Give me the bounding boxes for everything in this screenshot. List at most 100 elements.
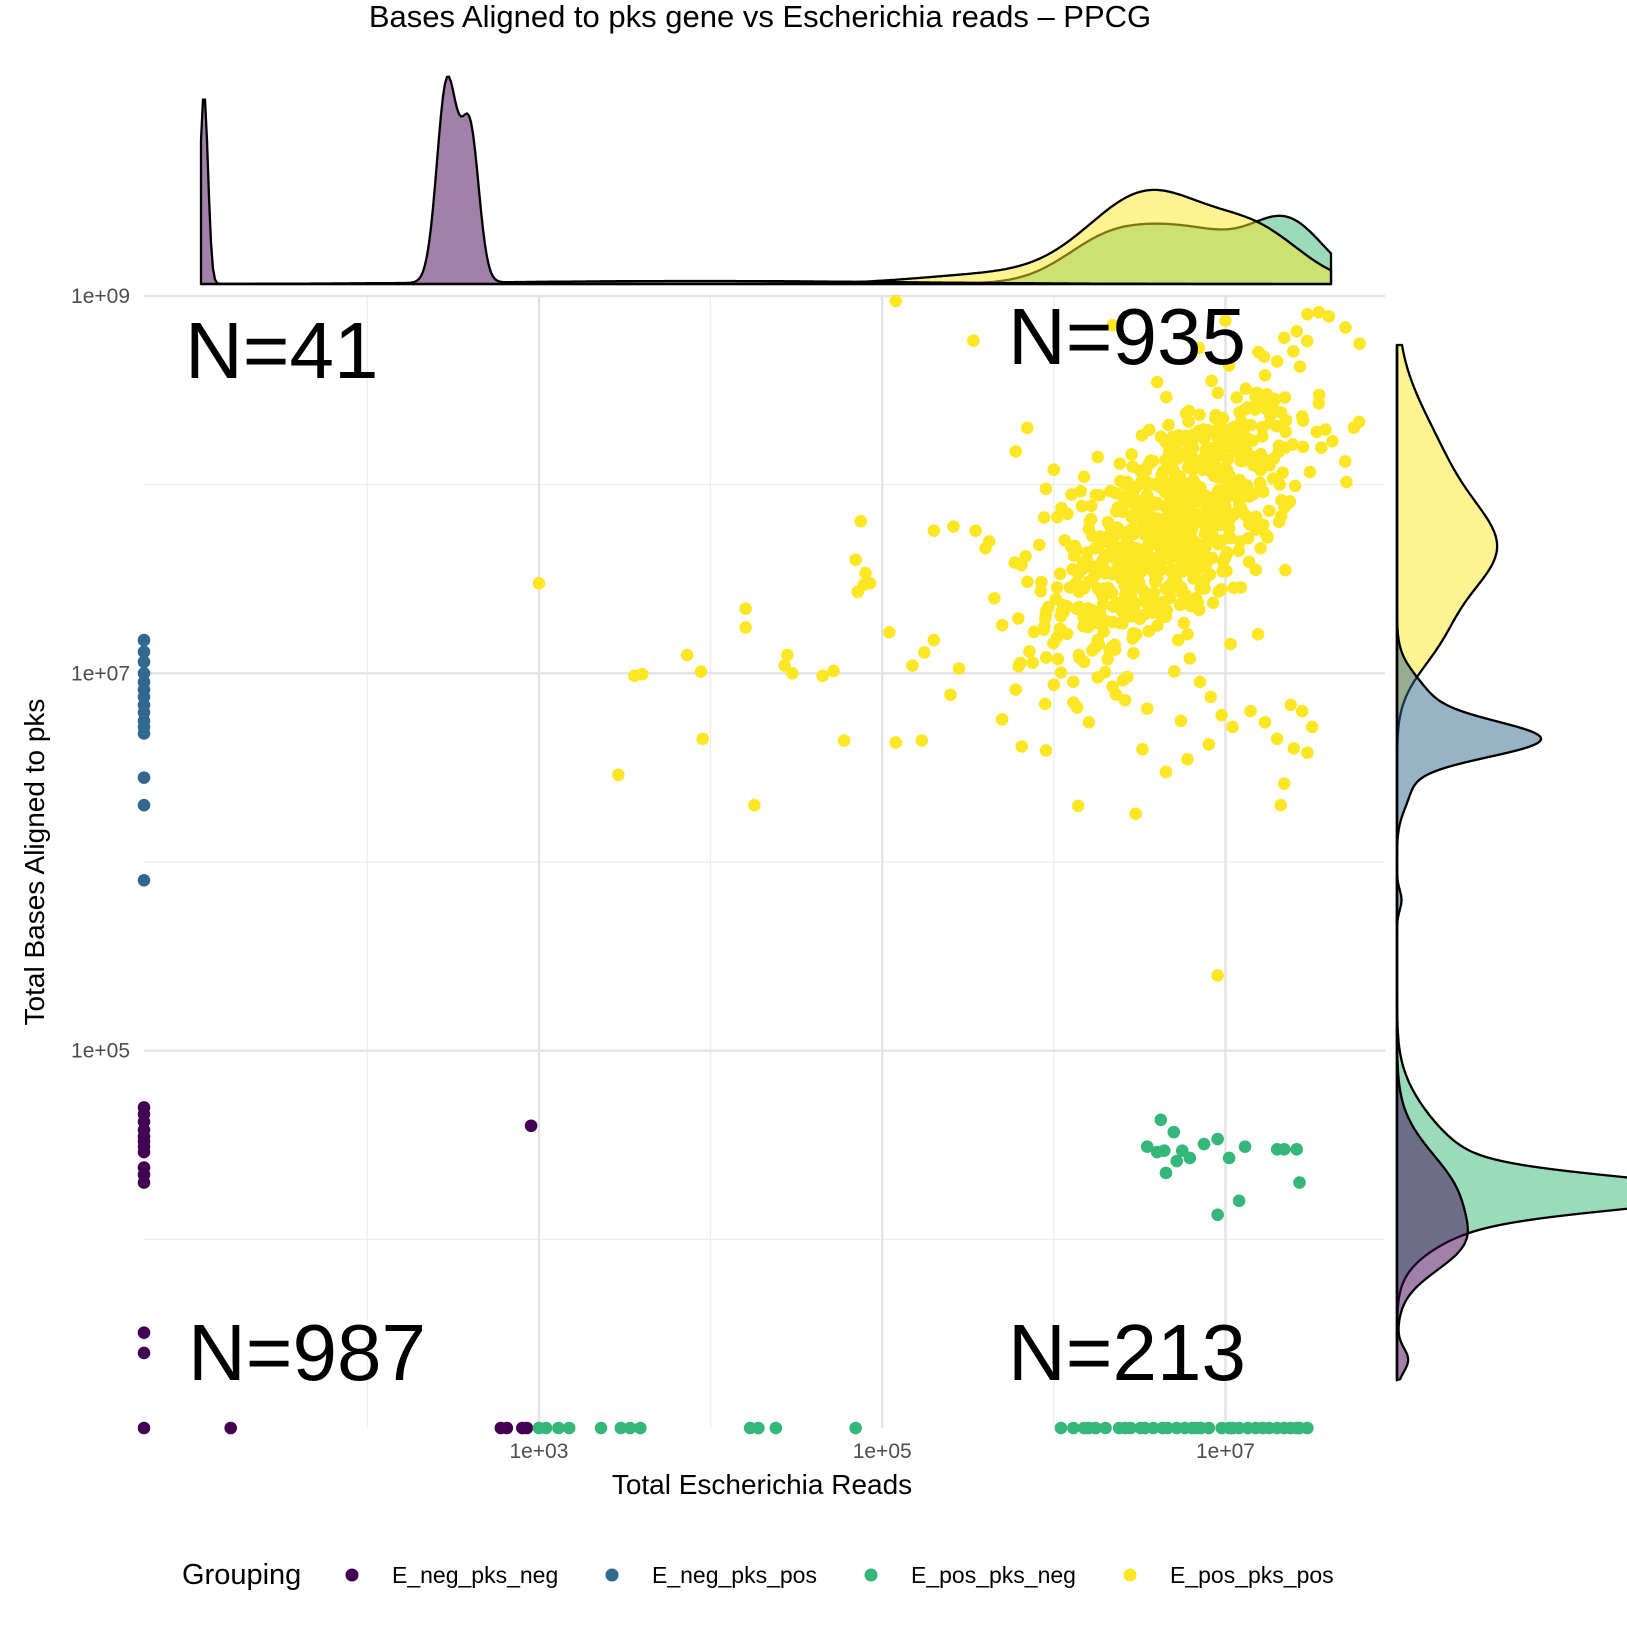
point-e-pos-pks-pos: [1222, 440, 1235, 454]
point-e-pos-pks-pos: [781, 648, 794, 662]
point-e-pos-pks-pos: [612, 768, 625, 782]
point-e-pos-pks-pos: [1198, 582, 1211, 595]
point-e-pos-pks-pos: [1051, 510, 1064, 524]
point-e-pos-pks-pos: [1039, 651, 1053, 664]
point-e-pos-pks-pos: [1077, 470, 1091, 484]
point-e-pos-pks-pos: [1262, 504, 1276, 518]
point-e-pos-pks-pos: [635, 667, 649, 681]
point-e-pos-pks-pos: [1136, 743, 1149, 756]
point-e-pos-pks-pos: [748, 798, 761, 812]
point-e-pos-pks-pos: [1205, 374, 1218, 388]
point-e-pos-pks-pos: [883, 626, 896, 639]
point-e-pos-pks-pos: [1118, 693, 1132, 707]
legend-key-e-pos-pks-neg: [864, 1568, 878, 1582]
point-e-pos-pks-pos: [1296, 440, 1310, 454]
point-e-pos-pks-pos: [1240, 479, 1254, 492]
point-e-pos-pks-pos: [1034, 584, 1048, 598]
point-e-pos-pks-pos: [1251, 627, 1265, 641]
point-e-pos-pks-pos: [1181, 535, 1194, 548]
point-e-pos-pks-pos: [1295, 704, 1309, 718]
point-e-pos-pks-pos: [1011, 612, 1025, 625]
point-e-pos-pks-pos: [1205, 528, 1219, 542]
point-e-pos-pks-pos: [1067, 696, 1080, 709]
point-e-pos-pks-pos: [1126, 632, 1139, 645]
point-e-pos-pks-pos: [995, 713, 1009, 726]
point-e-pos-pks-pos: [1195, 454, 1208, 468]
right-density-plot: [1395, 343, 1627, 1382]
point-e-pos-pks-neg: [1154, 1113, 1168, 1127]
point-e-pos-pks-pos: [1185, 522, 1199, 536]
point-e-pos-pks-pos: [1274, 798, 1288, 812]
point-e-pos-pks-neg: [1238, 1140, 1252, 1153]
point-e-pos-pks-pos: [1301, 307, 1314, 321]
point-e-pos-pks-pos: [1066, 563, 1079, 576]
point-e-pos-pks-pos: [1070, 543, 1083, 557]
right-density-e-neg-pks-neg: [1395, 345, 1469, 1382]
point-e-pos-pks-neg: [1277, 1143, 1291, 1156]
legend-key-e-neg-pks-pos: [605, 1568, 619, 1582]
legend-key-e-pos-pks-pos: [1123, 1568, 1137, 1582]
top-density-plot: [199, 75, 1333, 286]
point-e-pos-pks-pos: [1290, 324, 1304, 338]
point-e-pos-pks-pos: [1286, 438, 1299, 451]
point-e-pos-pks-pos: [1009, 445, 1023, 458]
point-e-pos-pks-neg: [1256, 1421, 1270, 1435]
point-e-pos-pks-pos: [1021, 575, 1034, 589]
point-e-pos-pks-pos: [854, 514, 868, 528]
point-e-pos-pks-pos: [1206, 596, 1220, 610]
point-e-pos-pks-pos: [1143, 557, 1157, 570]
point-e-pos-pks-pos: [1135, 474, 1149, 487]
point-e-pos-pks-neg: [849, 1421, 862, 1435]
point-e-pos-pks-pos: [1159, 765, 1173, 779]
point-e-pos-pks-neg: [1232, 1194, 1246, 1208]
point-e-pos-pks-pos: [1096, 597, 1110, 611]
point-e-neg-pks-neg: [520, 1421, 534, 1435]
point-e-pos-pks-neg: [614, 1421, 628, 1435]
point-e-pos-pks-pos: [1190, 553, 1203, 567]
point-e-pos-pks-neg: [552, 1421, 565, 1435]
point-e-pos-pks-pos: [1287, 742, 1301, 755]
top-density-e-neg-pks-neg: [199, 75, 1331, 286]
point-e-pos-pks-pos: [988, 591, 1001, 605]
point-e-pos-pks-pos: [1053, 567, 1067, 581]
x-axis-title: Total Escherichia Reads: [612, 1469, 912, 1500]
legend-label-e-neg-pks-pos: E_neg_pks_pos: [652, 1562, 817, 1588]
point-e-pos-pks-pos: [1140, 702, 1154, 715]
point-e-pos-pks-pos: [1257, 518, 1270, 532]
point-e-pos-pks-pos: [1211, 445, 1224, 458]
point-e-pos-pks-pos: [1159, 610, 1173, 623]
point-e-pos-pks-pos: [1239, 508, 1252, 522]
point-e-pos-pks-pos: [1082, 575, 1096, 588]
point-e-pos-pks-pos: [889, 736, 903, 749]
point-e-pos-pks-pos: [1203, 568, 1217, 581]
point-e-pos-pks-pos: [1105, 586, 1119, 600]
point-e-pos-pks-pos: [1276, 466, 1289, 479]
point-e-pos-pks-pos: [1234, 454, 1247, 468]
point-e-pos-pks-pos: [1101, 535, 1114, 549]
point-e-pos-pks-pos: [1254, 542, 1267, 555]
point-e-pos-pks-pos: [778, 659, 791, 672]
point-e-pos-pks-neg: [1270, 1421, 1284, 1435]
point-e-pos-pks-pos: [1312, 305, 1326, 319]
point-e-pos-pks-pos: [1205, 466, 1219, 480]
point-e-pos-pks-pos: [1061, 507, 1074, 521]
n-label-top-left: N=41: [185, 306, 378, 395]
point-e-pos-pks-pos: [1232, 497, 1246, 511]
point-e-pos-pks-pos: [1257, 350, 1271, 363]
point-e-pos-pks-pos: [837, 734, 851, 747]
point-e-pos-pks-neg: [1293, 1176, 1306, 1189]
point-e-pos-pks-pos: [1300, 334, 1314, 348]
point-e-pos-pks-pos: [1221, 453, 1235, 466]
point-e-pos-pks-pos: [1193, 675, 1207, 689]
point-e-pos-pks-pos: [927, 633, 941, 647]
point-e-pos-pks-pos: [1065, 488, 1078, 501]
point-e-pos-pks-pos: [1150, 375, 1164, 389]
point-e-pos-pks-neg: [1140, 1140, 1154, 1153]
point-e-pos-pks-neg: [1284, 1421, 1298, 1435]
point-e-pos-pks-pos: [1019, 549, 1032, 563]
point-e-pos-pks-pos: [1270, 355, 1284, 368]
point-e-pos-pks-pos: [739, 621, 752, 634]
point-e-pos-pks-neg: [623, 1421, 637, 1435]
point-e-pos-pks-pos: [849, 553, 862, 567]
